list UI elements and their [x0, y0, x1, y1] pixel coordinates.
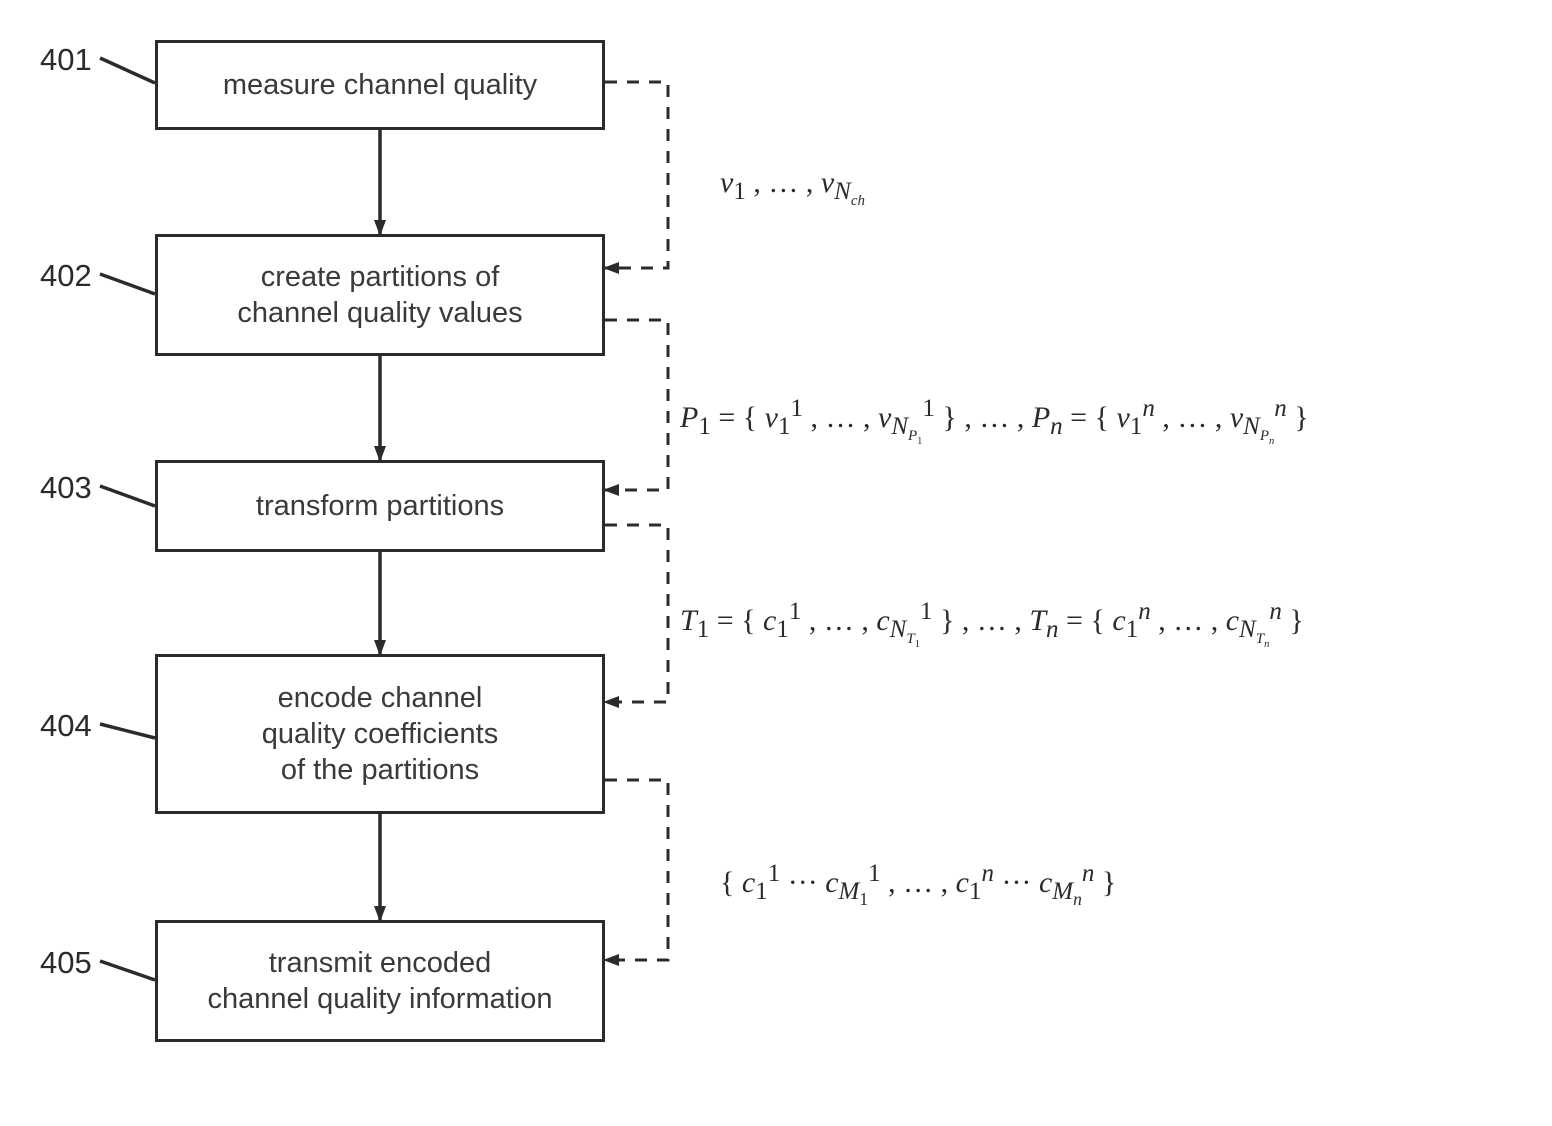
flowchart-node-405: transmit encoded channel quality informa… [155, 920, 605, 1042]
step-label-401: 401 [40, 42, 92, 78]
math-annotation-4: { c11 ··· cM11 , … , c1n ··· cMnn } [720, 860, 1116, 910]
flowchart-node-401: measure channel quality [155, 40, 605, 130]
math-annotation-2: P1 = { v11 , … , vNP11 } , … , Pn = { v1… [680, 395, 1309, 447]
step-label-403: 403 [40, 470, 92, 506]
leader-line [100, 58, 155, 83]
step-label-405: 405 [40, 945, 92, 981]
leader-line [100, 274, 155, 294]
dashed-connector [605, 780, 668, 960]
flowchart-node-402: create partitions of channel quality val… [155, 234, 605, 356]
math-annotation-1: v1 , … , vNch [720, 166, 865, 210]
dashed-connector [605, 525, 668, 702]
step-label-404: 404 [40, 708, 92, 744]
leader-line [100, 724, 155, 738]
flowchart-node-403: transform partitions [155, 460, 605, 552]
flowchart-channel-quality: measure channel quality create partitions… [0, 0, 1552, 1126]
flowchart-node-text: transform partitions [256, 488, 504, 524]
leader-line [100, 961, 155, 980]
flowchart-node-text: measure channel quality [223, 67, 537, 103]
dashed-connector [605, 82, 668, 268]
flowchart-node-text: encode channel quality coefficients of t… [262, 680, 498, 789]
dashed-connector [605, 320, 668, 490]
flowchart-node-text: transmit encoded channel quality informa… [208, 945, 553, 1018]
step-label-402: 402 [40, 258, 92, 294]
leader-line [100, 486, 155, 506]
flowchart-node-404: encode channel quality coefficients of t… [155, 654, 605, 814]
flowchart-node-text: create partitions of channel quality val… [237, 259, 522, 332]
math-annotation-3: T1 = { c11 , … , cNT11 } , … , Tn = { c1… [680, 598, 1304, 650]
